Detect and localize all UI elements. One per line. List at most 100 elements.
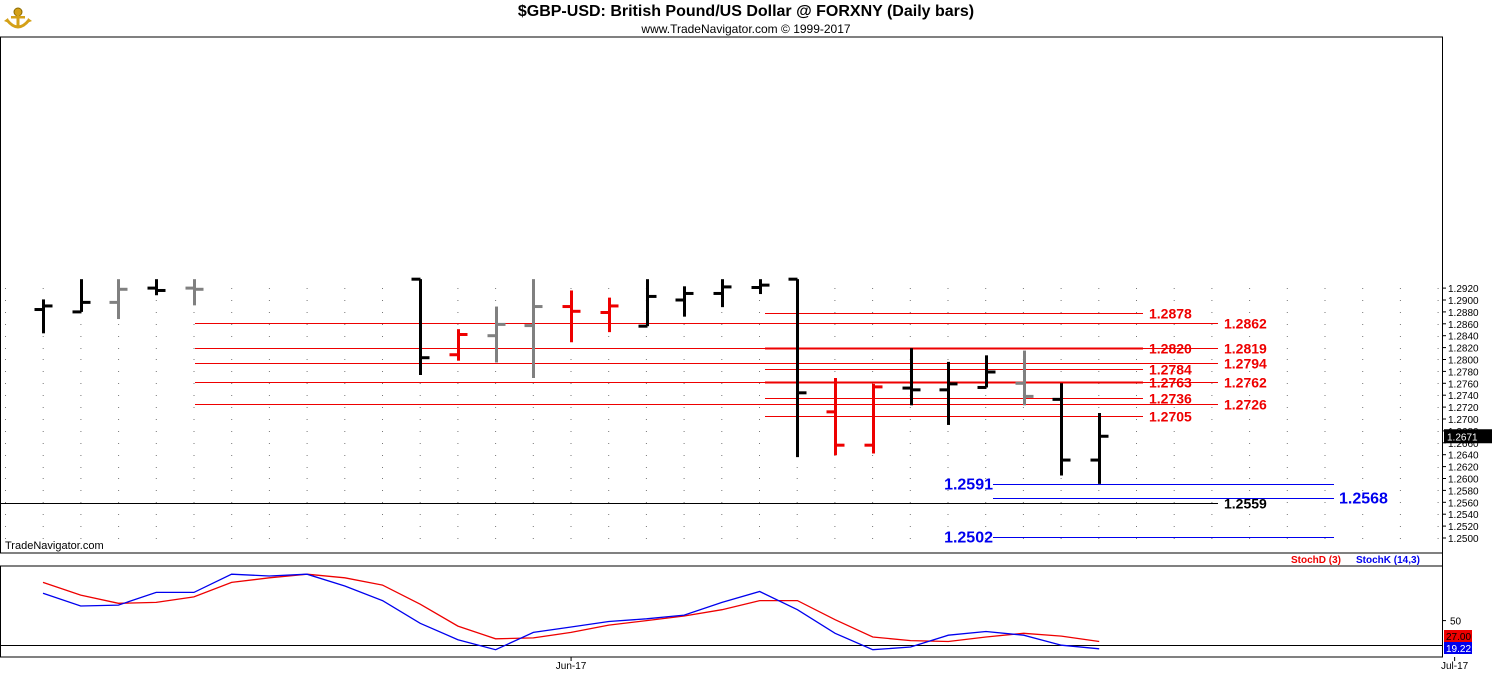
grid-dot — [1098, 526, 1100, 527]
grid-dot — [872, 359, 874, 360]
grid-dot — [1060, 288, 1062, 289]
grid-dot — [5, 526, 6, 527]
grid-dot — [683, 359, 685, 360]
grid-dot — [1437, 526, 1439, 527]
grid-dot — [1249, 336, 1251, 337]
ohlc-bar — [826, 377, 845, 456]
grid-dot — [42, 419, 44, 420]
grid-dot — [909, 431, 911, 432]
grid-dot — [1022, 526, 1024, 527]
grid-dot — [1324, 419, 1326, 420]
grid-dot — [155, 359, 157, 360]
grid-dot — [306, 336, 308, 337]
grid-dot — [306, 526, 308, 527]
level-label: 1.2862 — [1224, 316, 1267, 332]
grid-dot — [1324, 395, 1326, 396]
grid-dot — [231, 312, 233, 313]
grid-dot — [1022, 407, 1024, 408]
grid-dot — [872, 312, 874, 313]
grid-dot — [1098, 407, 1100, 408]
grid-dot — [759, 407, 760, 408]
grid-dot — [1362, 407, 1364, 408]
grid-dot — [382, 514, 383, 515]
grid-dot — [1022, 478, 1024, 479]
grid-dot — [1324, 348, 1326, 349]
grid-dot — [909, 300, 911, 301]
grid-dot — [344, 407, 346, 408]
grid-dot — [947, 359, 949, 360]
grid-dot — [1022, 443, 1024, 444]
grid-dot — [344, 538, 346, 539]
grid-dot — [155, 407, 157, 408]
grid-dot — [42, 348, 44, 349]
grid-dot — [1249, 383, 1251, 384]
level-label: 1.2878 — [1149, 306, 1192, 322]
grid-dot — [118, 431, 120, 432]
level-label: 1.2784 — [1149, 362, 1192, 378]
grid-dot — [42, 371, 44, 372]
grid-dot — [532, 526, 534, 527]
grid-dot — [344, 467, 346, 468]
grid-dot — [231, 431, 233, 432]
grid-dot — [570, 419, 572, 420]
grid-dot — [834, 288, 836, 289]
grid-dot — [1399, 395, 1401, 396]
grid-dot — [382, 383, 383, 384]
grid-dot — [1098, 538, 1100, 539]
grid-dot — [947, 467, 949, 468]
grid-dot — [834, 490, 836, 491]
grid-dot — [1286, 526, 1288, 527]
grid-dot — [608, 443, 610, 444]
grid-dot — [1437, 431, 1439, 432]
ohlc-bar — [864, 383, 883, 454]
price-tick-label: 1.2720 — [1448, 403, 1479, 414]
grid-dot — [947, 336, 949, 337]
grid-dot — [268, 407, 270, 408]
grid-dot — [80, 419, 82, 420]
grid-dot — [268, 419, 270, 420]
grid-dot — [985, 514, 987, 515]
grid-dot — [985, 467, 987, 468]
grid-dot — [1362, 443, 1364, 444]
grid-dot — [872, 502, 874, 503]
grid-dot — [570, 359, 572, 360]
grid-dot — [1022, 336, 1024, 337]
grid-dot — [457, 288, 459, 289]
grid-dot — [344, 300, 346, 301]
grid-dot — [1136, 455, 1137, 456]
grid-dot — [1324, 478, 1326, 479]
grid-dot — [645, 371, 647, 372]
last-price-label: 1.2671 — [1447, 432, 1478, 443]
price-tick-label: 1.2780 — [1448, 367, 1479, 378]
grid-dot — [532, 443, 534, 444]
grid-dot — [1437, 478, 1439, 479]
grid-dot — [1173, 490, 1175, 491]
grid-dot — [570, 431, 572, 432]
grid-dot — [721, 395, 723, 396]
grid-dot — [1173, 538, 1175, 539]
grid-dot — [306, 419, 308, 420]
grid-dot — [1362, 359, 1364, 360]
grid-dot — [1286, 395, 1288, 396]
grid-dot — [80, 538, 82, 539]
grid-dot — [1362, 467, 1364, 468]
grid-dot — [155, 514, 157, 515]
grid-dot — [1249, 514, 1251, 515]
grid-dot — [457, 443, 459, 444]
grid-dot — [909, 419, 911, 420]
grid-dot — [268, 383, 270, 384]
grid-dot — [759, 395, 760, 396]
grid-dot — [1399, 490, 1401, 491]
grid-dot — [721, 431, 723, 432]
grid-dot — [419, 431, 421, 432]
grid-dot — [1286, 478, 1288, 479]
grid-dot — [1022, 502, 1024, 503]
grid-dot — [231, 324, 233, 325]
grid-dot — [193, 478, 195, 479]
grid-dot — [683, 431, 685, 432]
grid-dot — [344, 312, 346, 313]
grid-dot — [985, 300, 987, 301]
grid-dot — [1324, 431, 1326, 432]
grid-dot — [268, 336, 270, 337]
ohlc-bar — [147, 279, 166, 296]
